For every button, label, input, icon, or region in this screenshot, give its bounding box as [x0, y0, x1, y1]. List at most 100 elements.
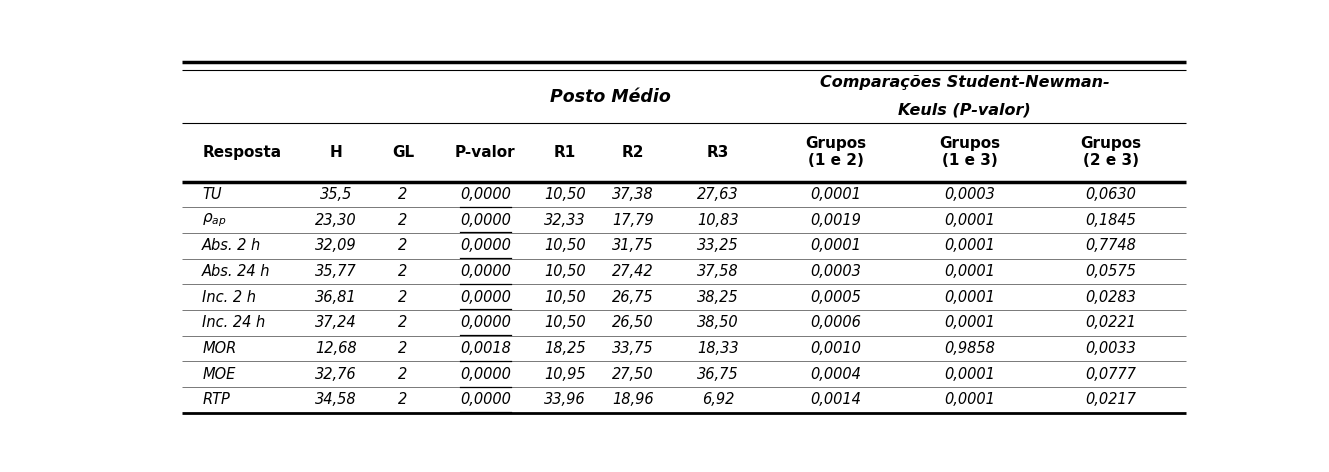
- Text: 0,0001: 0,0001: [944, 238, 995, 253]
- Text: 0,0000: 0,0000: [460, 290, 510, 305]
- Text: Grupos
(1 e 3): Grupos (1 e 3): [940, 136, 999, 169]
- Text: Grupos
(1 e 2): Grupos (1 e 2): [805, 136, 867, 169]
- Text: 32,33: 32,33: [545, 213, 586, 228]
- Text: TU: TU: [202, 187, 222, 202]
- Text: 38,50: 38,50: [698, 315, 739, 330]
- Text: 38,25: 38,25: [698, 290, 739, 305]
- Text: 33,75: 33,75: [613, 341, 654, 356]
- Text: 2: 2: [399, 341, 408, 356]
- Text: 37,58: 37,58: [698, 264, 739, 279]
- Text: 0,0001: 0,0001: [811, 238, 861, 253]
- Text: 0,0033: 0,0033: [1086, 341, 1136, 356]
- Text: MOR: MOR: [202, 341, 237, 356]
- Text: 0,0005: 0,0005: [811, 290, 861, 305]
- Text: 0,0000: 0,0000: [460, 238, 510, 253]
- Text: GL: GL: [392, 145, 415, 160]
- Text: 10,83: 10,83: [698, 213, 739, 228]
- Text: 32,09: 32,09: [315, 238, 358, 253]
- Text: 0,0014: 0,0014: [811, 393, 861, 407]
- Text: R2: R2: [622, 145, 645, 160]
- Text: Abs. 24 h: Abs. 24 h: [202, 264, 271, 279]
- Text: 0,0217: 0,0217: [1086, 393, 1136, 407]
- Text: 10,95: 10,95: [545, 367, 586, 382]
- Text: 18,25: 18,25: [545, 341, 586, 356]
- Text: 36,81: 36,81: [315, 290, 358, 305]
- Text: Grupos
(2 e 3): Grupos (2 e 3): [1080, 136, 1142, 169]
- Text: 0,0001: 0,0001: [944, 213, 995, 228]
- Text: 0,0000: 0,0000: [460, 213, 510, 228]
- Text: 0,0001: 0,0001: [944, 367, 995, 382]
- Text: H: H: [330, 145, 343, 160]
- Text: 27,42: 27,42: [613, 264, 654, 279]
- Text: 2: 2: [399, 238, 408, 253]
- Text: 0,0010: 0,0010: [811, 341, 861, 356]
- Text: 36,75: 36,75: [698, 367, 739, 382]
- Text: 0,0001: 0,0001: [811, 187, 861, 202]
- Text: 31,75: 31,75: [613, 238, 654, 253]
- Text: 23,30: 23,30: [315, 213, 358, 228]
- Text: 2: 2: [399, 367, 408, 382]
- Text: 33,96: 33,96: [545, 393, 586, 407]
- Text: R1: R1: [554, 145, 577, 160]
- Text: 0,0283: 0,0283: [1086, 290, 1136, 305]
- Text: Posto Médio: Posto Médio: [550, 88, 671, 106]
- Text: 27,63: 27,63: [698, 187, 739, 202]
- Text: 18,33: 18,33: [698, 341, 739, 356]
- Text: 10,50: 10,50: [545, 290, 586, 305]
- Text: 0,0000: 0,0000: [460, 264, 510, 279]
- Text: 2: 2: [399, 290, 408, 305]
- Text: 0,0018: 0,0018: [460, 341, 510, 356]
- Text: 0,0003: 0,0003: [944, 187, 995, 202]
- Text: RTP: RTP: [202, 393, 230, 407]
- Text: 0,0000: 0,0000: [460, 187, 510, 202]
- Text: 12,68: 12,68: [315, 341, 358, 356]
- Text: 32,76: 32,76: [315, 367, 358, 382]
- Text: 34,58: 34,58: [315, 393, 358, 407]
- Text: 0,0000: 0,0000: [460, 367, 510, 382]
- Text: 0,0001: 0,0001: [944, 393, 995, 407]
- Text: 6,92: 6,92: [702, 393, 735, 407]
- Text: 37,24: 37,24: [315, 315, 358, 330]
- Text: $\rho_{ap}$: $\rho_{ap}$: [202, 211, 227, 229]
- Text: 35,77: 35,77: [315, 264, 358, 279]
- Text: 27,50: 27,50: [613, 367, 654, 382]
- Text: 10,50: 10,50: [545, 187, 586, 202]
- Text: Keuls (P-valor): Keuls (P-valor): [898, 103, 1031, 118]
- Text: 0,1845: 0,1845: [1086, 213, 1136, 228]
- Text: 0,0019: 0,0019: [811, 213, 861, 228]
- Text: 0,0575: 0,0575: [1086, 264, 1136, 279]
- Text: 0,0000: 0,0000: [460, 315, 510, 330]
- Text: 0,0001: 0,0001: [944, 290, 995, 305]
- Text: 0,0221: 0,0221: [1086, 315, 1136, 330]
- Text: 0,0004: 0,0004: [811, 367, 861, 382]
- Text: 0,0001: 0,0001: [944, 315, 995, 330]
- Text: 0,7748: 0,7748: [1086, 238, 1136, 253]
- Text: 37,38: 37,38: [613, 187, 654, 202]
- Text: 26,75: 26,75: [613, 290, 654, 305]
- Text: 0,0001: 0,0001: [944, 264, 995, 279]
- Text: Inc. 2 h: Inc. 2 h: [202, 290, 256, 305]
- Text: 0,0000: 0,0000: [460, 393, 510, 407]
- Text: 10,50: 10,50: [545, 315, 586, 330]
- Text: 33,25: 33,25: [698, 238, 739, 253]
- Text: 0,0006: 0,0006: [811, 315, 861, 330]
- Text: 18,96: 18,96: [613, 393, 654, 407]
- Text: 2: 2: [399, 264, 408, 279]
- Text: 0,0630: 0,0630: [1086, 187, 1136, 202]
- Text: 26,50: 26,50: [613, 315, 654, 330]
- Text: P-valor: P-valor: [455, 145, 516, 160]
- Text: 2: 2: [399, 213, 408, 228]
- Text: Inc. 24 h: Inc. 24 h: [202, 315, 266, 330]
- Text: 2: 2: [399, 393, 408, 407]
- Text: 0,0777: 0,0777: [1086, 367, 1136, 382]
- Text: Resposta: Resposta: [202, 145, 282, 160]
- Text: 10,50: 10,50: [545, 238, 586, 253]
- Text: R3: R3: [707, 145, 730, 160]
- Text: Comparações Student-Newman-: Comparações Student-Newman-: [820, 76, 1110, 90]
- Text: 35,5: 35,5: [320, 187, 352, 202]
- Text: 2: 2: [399, 187, 408, 202]
- Text: 0,9858: 0,9858: [944, 341, 995, 356]
- Text: Abs. 2 h: Abs. 2 h: [202, 238, 262, 253]
- Text: 17,79: 17,79: [613, 213, 654, 228]
- Text: MOE: MOE: [202, 367, 235, 382]
